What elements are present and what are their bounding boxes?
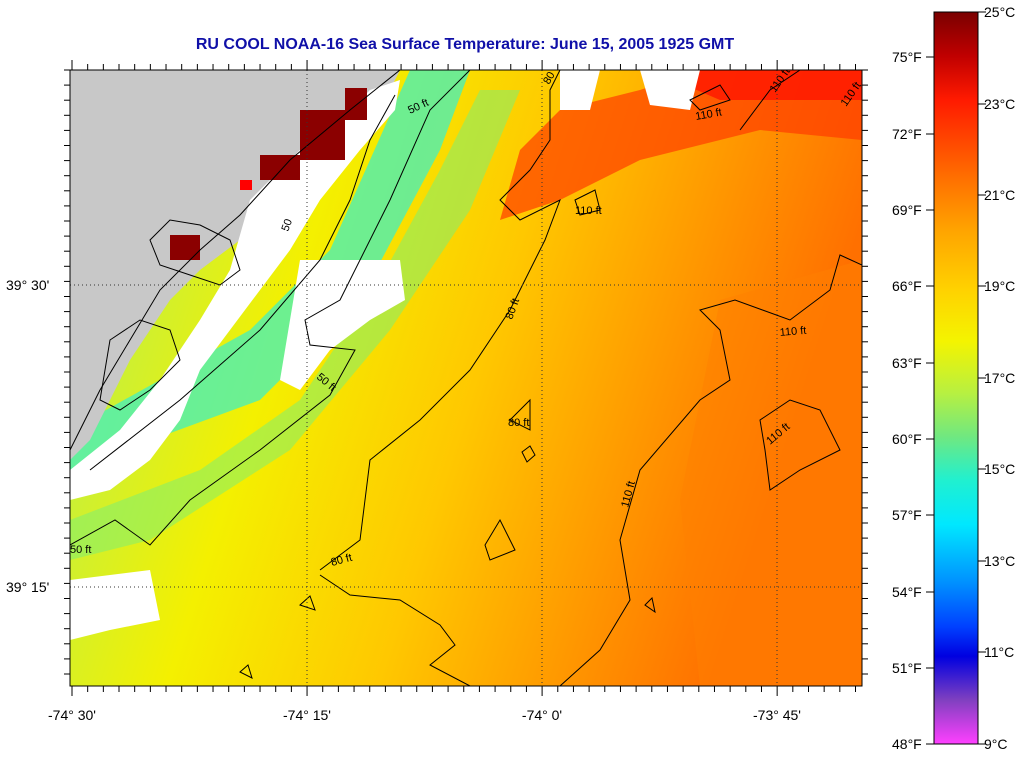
colorbar-celsius-label: 11°C [984, 644, 1014, 660]
contour-label: 110 ft [779, 325, 807, 339]
lon-tick-label: -74° 30' [48, 707, 96, 723]
colorbar-celsius-label: 13°C [984, 553, 1015, 569]
contour-110ft [559, 254, 862, 686]
colorbar-celsius-label: 15°C [984, 461, 1015, 477]
lon-tick-label: -74° 0' [522, 707, 562, 723]
colorbar-fahrenheit-label: 72°F [892, 126, 922, 142]
contour-label: 80 ft [508, 417, 529, 429]
lon-tick-label: -73° 45' [753, 707, 801, 723]
contour-label: 50 ft [70, 544, 91, 556]
contour-label: 110 ft [694, 106, 722, 122]
colorbar-fahrenheit-label: 57°F [892, 507, 922, 523]
colorbar-fahrenheit-label: 54°F [892, 584, 922, 600]
colorbar-fahrenheit-label: 51°F [892, 660, 922, 676]
colorbar-fahrenheit-label: 69°F [892, 202, 922, 218]
colorbar-fahrenheit-label: 75°F [892, 49, 922, 65]
frame-ticks [64, 60, 868, 696]
colorbar [933, 11, 979, 745]
contour-80ft-south [319, 574, 471, 686]
colorbar-fahrenheit-label: 63°F [892, 355, 922, 371]
colorbar-fahrenheit-label: 66°F [892, 278, 922, 294]
lon-tick-label: -74° 15' [283, 707, 331, 723]
map-raster: 50 ft 50 ft 50 ft 50 80 ft 80 ft 80 ft 8… [70, 70, 862, 686]
colorbar-ticks [926, 11, 986, 745]
colorbar-celsius-label: 21°C [984, 187, 1015, 203]
cloud-area [70, 80, 400, 500]
contour-label: 80 ft [330, 552, 354, 569]
land-mass [70, 70, 400, 460]
colorbar-fahrenheit-label: 48°F [892, 736, 922, 752]
colorbar-celsius-label: 25°C [984, 4, 1015, 20]
map-frame [69, 69, 863, 687]
colorbar-celsius-label: 17°C [984, 370, 1015, 386]
contour-label: 80 [541, 70, 558, 87]
colorbar-fahrenheit-label: 60°F [892, 431, 922, 447]
contour-label: 110 ft [575, 205, 602, 217]
lat-tick-label: 39° 15' [6, 579, 49, 595]
contour-50ft [70, 70, 471, 546]
lat-tick-label: 39° 30' [6, 277, 49, 293]
colorbar-celsius-label: 23°C [984, 96, 1015, 112]
map-title: RU COOL NOAA-16 Sea Surface Temperature:… [195, 36, 735, 53]
colorbar-celsius-label: 19°C [984, 278, 1015, 294]
colorbar-celsius-label: 9°C [984, 736, 1008, 752]
contour-label: 50 [280, 217, 295, 233]
contour-80ft [319, 70, 561, 571]
